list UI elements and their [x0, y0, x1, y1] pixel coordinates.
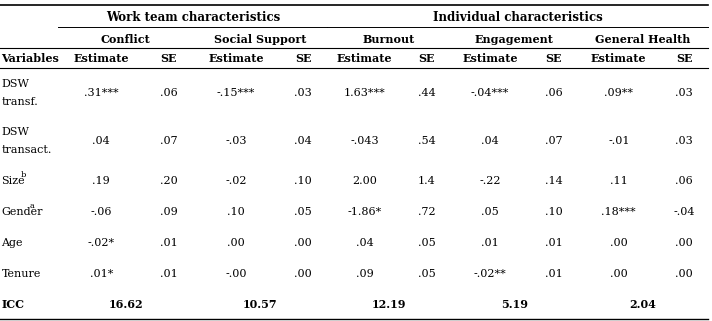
- Text: .00: .00: [675, 238, 693, 248]
- Text: Variables: Variables: [1, 53, 59, 64]
- Text: -.03: -.03: [225, 136, 246, 146]
- Text: .04: .04: [356, 238, 374, 248]
- Text: SE: SE: [418, 53, 434, 64]
- Text: .09: .09: [159, 207, 177, 217]
- Text: -.00: -.00: [225, 269, 246, 279]
- Text: Estimate: Estimate: [73, 53, 129, 64]
- Text: .11: .11: [610, 176, 628, 186]
- Text: -.02*: -.02*: [88, 238, 115, 248]
- Text: 16.62: 16.62: [108, 299, 143, 310]
- Text: .01: .01: [159, 269, 177, 279]
- Text: .05: .05: [481, 207, 499, 217]
- Text: .00: .00: [675, 269, 693, 279]
- Text: -.02: -.02: [225, 176, 246, 186]
- Text: 5.19: 5.19: [501, 299, 528, 310]
- Text: .00: .00: [610, 238, 628, 248]
- Text: .10: .10: [545, 207, 562, 217]
- Text: .06: .06: [675, 176, 693, 186]
- Text: .04: .04: [294, 136, 312, 146]
- Text: Individual characteristics: Individual characteristics: [433, 11, 603, 24]
- Text: .10: .10: [294, 176, 312, 186]
- Text: .72: .72: [417, 207, 435, 217]
- Text: .01: .01: [545, 269, 562, 279]
- Text: -.02**: -.02**: [473, 269, 506, 279]
- Text: -.06: -.06: [90, 207, 112, 217]
- Text: Burnout: Burnout: [363, 34, 415, 45]
- Text: -1.86*: -1.86*: [347, 207, 382, 217]
- Text: transf.: transf.: [1, 97, 38, 107]
- Text: b: b: [21, 171, 26, 179]
- Text: 2.00: 2.00: [352, 176, 377, 186]
- Text: -.22: -.22: [479, 176, 501, 186]
- Text: .20: .20: [159, 176, 177, 186]
- Text: 1.63***: 1.63***: [344, 88, 386, 98]
- Text: -.043: -.043: [350, 136, 379, 146]
- Text: Estimate: Estimate: [591, 53, 646, 64]
- Text: .05: .05: [417, 269, 435, 279]
- Text: .18***: .18***: [602, 207, 636, 217]
- Text: SE: SE: [545, 53, 562, 64]
- Text: Social Support: Social Support: [214, 34, 306, 45]
- Text: SE: SE: [676, 53, 692, 64]
- Text: General Health: General Health: [595, 34, 691, 45]
- Text: .03: .03: [675, 88, 693, 98]
- Text: 12.19: 12.19: [372, 299, 407, 310]
- Text: Tenure: Tenure: [1, 269, 41, 279]
- Text: .09: .09: [356, 269, 374, 279]
- Text: Size: Size: [1, 176, 25, 186]
- Text: Gender: Gender: [1, 207, 43, 217]
- Text: DSW: DSW: [1, 79, 29, 89]
- Text: .07: .07: [159, 136, 177, 146]
- Text: Estimate: Estimate: [462, 53, 518, 64]
- Text: .05: .05: [417, 238, 435, 248]
- Text: .04: .04: [481, 136, 499, 146]
- Text: .01*: .01*: [90, 269, 113, 279]
- Text: -.04: -.04: [674, 207, 695, 217]
- Text: .06: .06: [159, 88, 177, 98]
- Text: Engagement: Engagement: [475, 34, 554, 45]
- Text: Estimate: Estimate: [208, 53, 263, 64]
- Text: -.01: -.01: [608, 136, 629, 146]
- Text: SE: SE: [160, 53, 177, 64]
- Text: Conflict: Conflict: [101, 34, 150, 45]
- Text: -.04***: -.04***: [471, 88, 509, 98]
- Text: .01: .01: [481, 238, 499, 248]
- Text: .10: .10: [227, 207, 245, 217]
- Text: .03: .03: [294, 88, 312, 98]
- Text: .44: .44: [417, 88, 435, 98]
- Text: .04: .04: [93, 136, 110, 146]
- Text: Age: Age: [1, 238, 23, 248]
- Text: ICC: ICC: [1, 299, 24, 310]
- Text: a: a: [29, 202, 34, 210]
- Text: .00: .00: [227, 238, 245, 248]
- Text: -.15***: -.15***: [216, 88, 255, 98]
- Text: .00: .00: [610, 269, 628, 279]
- Text: .03: .03: [675, 136, 693, 146]
- Text: .00: .00: [294, 269, 312, 279]
- Text: 2.04: 2.04: [629, 299, 656, 310]
- Text: .00: .00: [294, 238, 312, 248]
- Text: .09**: .09**: [604, 88, 633, 98]
- Text: .19: .19: [93, 176, 110, 186]
- Text: .06: .06: [545, 88, 562, 98]
- Text: .14: .14: [545, 176, 562, 186]
- Text: .05: .05: [294, 207, 312, 217]
- Text: .31***: .31***: [84, 88, 119, 98]
- Text: .07: .07: [545, 136, 562, 146]
- Text: 1.4: 1.4: [417, 176, 435, 186]
- Text: DSW: DSW: [1, 127, 29, 137]
- Text: Estimate: Estimate: [337, 53, 392, 64]
- Text: 10.57: 10.57: [243, 299, 278, 310]
- Text: SE: SE: [295, 53, 311, 64]
- Text: .01: .01: [159, 238, 177, 248]
- Text: .01: .01: [545, 238, 562, 248]
- Text: Work team characteristics: Work team characteristics: [106, 11, 280, 24]
- Text: transact.: transact.: [1, 145, 52, 155]
- Text: .54: .54: [417, 136, 435, 146]
